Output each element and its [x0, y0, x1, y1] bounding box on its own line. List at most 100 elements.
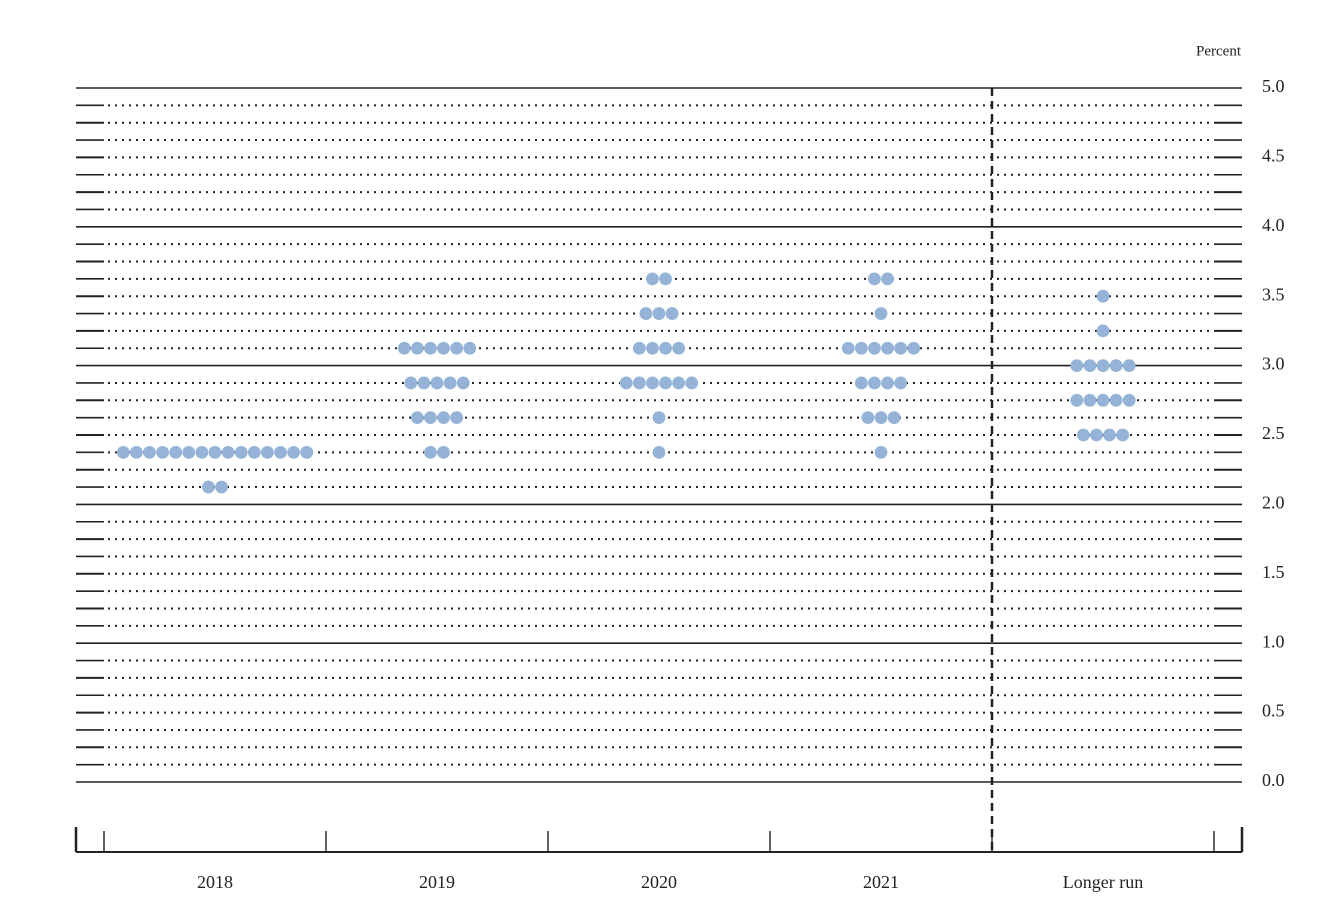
dot [1116, 428, 1130, 442]
dot [868, 376, 881, 390]
x-tick-label: 2020 [641, 872, 677, 892]
dot [437, 445, 450, 459]
dot [450, 341, 464, 355]
dot [881, 341, 894, 355]
dot [685, 376, 699, 390]
dot [1090, 428, 1103, 442]
dot [652, 411, 666, 425]
dot [1109, 393, 1123, 407]
dot [646, 341, 659, 355]
dot [1096, 393, 1110, 407]
dot [1103, 428, 1116, 442]
dot [894, 376, 908, 390]
y-tick-label: 0.0 [1262, 770, 1285, 790]
y-tick-label: 1.5 [1262, 562, 1285, 582]
dot [868, 272, 881, 286]
dot [202, 480, 215, 494]
x-tick-label: 2019 [419, 872, 455, 892]
dot [632, 341, 646, 355]
dot [300, 445, 314, 459]
dot [410, 341, 424, 355]
dot [234, 445, 248, 459]
dot [881, 272, 894, 286]
dot [659, 272, 672, 286]
dot [437, 411, 450, 425]
dot [182, 445, 196, 459]
dot [1076, 428, 1090, 442]
dot [221, 445, 235, 459]
dot [1070, 359, 1084, 372]
dot [1083, 359, 1097, 372]
y-tick-label: 2.0 [1262, 493, 1285, 513]
dot [672, 376, 686, 390]
dot [247, 445, 261, 459]
dot [652, 445, 666, 459]
dot [430, 376, 444, 390]
x-tick-label: 2018 [197, 872, 233, 892]
dot [130, 445, 143, 459]
dot [404, 376, 418, 390]
y-tick-label: 3.5 [1262, 284, 1285, 304]
dot [881, 376, 894, 390]
dot [868, 341, 881, 355]
dot [639, 307, 653, 320]
x-tick-label: Longer run [1063, 872, 1143, 892]
y-tick-label: 4.5 [1262, 146, 1285, 166]
y-tick-label: 0.5 [1262, 701, 1285, 721]
dot [424, 445, 437, 459]
dot [424, 341, 437, 355]
dot [672, 341, 686, 355]
dot [874, 411, 888, 425]
dot [274, 445, 287, 459]
dot [417, 376, 431, 390]
dot [456, 376, 470, 390]
dot [437, 341, 450, 355]
y-tick-label: 4.0 [1262, 215, 1285, 235]
dot [659, 376, 672, 390]
dot [261, 445, 274, 459]
dot [1096, 324, 1110, 338]
dot [195, 445, 209, 459]
dot [665, 307, 679, 320]
dot [1122, 393, 1136, 407]
dot [907, 341, 921, 355]
dot [450, 411, 464, 425]
dot [208, 445, 222, 459]
dot [287, 445, 300, 459]
dot [169, 445, 183, 459]
y-tick-label: 5.0 [1262, 76, 1285, 96]
dot [874, 445, 888, 459]
dot [619, 376, 633, 390]
dot [215, 480, 228, 494]
dot [632, 376, 646, 390]
dot [646, 376, 659, 390]
dot [397, 341, 411, 355]
dot [156, 445, 170, 459]
dot [854, 341, 868, 355]
y-tick-label: 3.0 [1262, 354, 1285, 374]
dot [143, 445, 156, 459]
y-tick-label: 1.0 [1262, 631, 1285, 651]
dot [410, 411, 424, 425]
dot [1122, 359, 1136, 372]
dot [854, 376, 868, 390]
dot [894, 341, 908, 355]
dot [652, 307, 666, 320]
dot [116, 445, 130, 459]
dot [874, 307, 888, 320]
dot [1096, 359, 1110, 372]
dot [424, 411, 437, 425]
dot [646, 272, 659, 286]
dot [887, 411, 901, 425]
y-tick-label: 2.5 [1262, 423, 1285, 443]
x-tick-label: 2021 [863, 872, 899, 892]
dot [861, 411, 875, 425]
dot [841, 341, 855, 355]
dot [443, 376, 457, 390]
dot [1083, 393, 1097, 407]
dot [1109, 359, 1123, 372]
dot [1096, 289, 1110, 303]
dot [463, 341, 477, 355]
